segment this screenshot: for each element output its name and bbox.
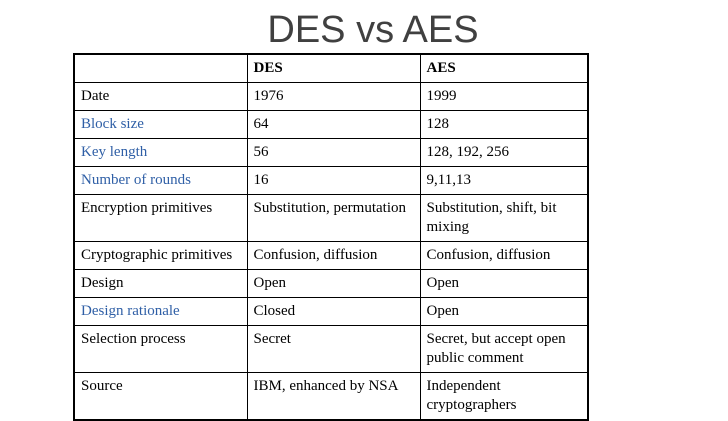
table-row: Selection process Secret Secret, but acc… xyxy=(73,325,589,373)
table-row: Design Open Open xyxy=(73,269,589,298)
table-row: Date 1976 1999 xyxy=(73,82,589,111)
aes-value: Open xyxy=(419,297,589,326)
aes-value: Secret, but accept open public comment xyxy=(419,325,589,373)
header-cell-aes: AES xyxy=(419,53,589,83)
comparison-table: DES AES Date 1976 1999 Block size 64 128… xyxy=(73,53,589,421)
row-label: Design rationale xyxy=(73,297,248,326)
des-value: 1976 xyxy=(246,82,421,111)
row-label: Design xyxy=(73,269,248,298)
table-row: Key length 56 128, 192, 256 xyxy=(73,138,589,167)
table-row: Number of rounds 16 9,11,13 xyxy=(73,166,589,195)
aes-value: 128, 192, 256 xyxy=(419,138,589,167)
des-value: Open xyxy=(246,269,421,298)
row-label: Number of rounds xyxy=(73,166,248,195)
aes-value: 9,11,13 xyxy=(419,166,589,195)
header-cell-des: DES xyxy=(246,53,421,83)
row-label: Date xyxy=(73,82,248,111)
table-row: Block size 64 128 xyxy=(73,110,589,139)
des-value: IBM, enhanced by NSA xyxy=(246,372,421,421)
des-value: Substitution, permutation xyxy=(246,194,421,242)
des-value: Confusion, diffusion xyxy=(246,241,421,270)
des-value: Secret xyxy=(246,325,421,373)
aes-value: Independent cryptographers xyxy=(419,372,589,421)
row-label: Encryption primitives xyxy=(73,194,248,242)
row-label: Key length xyxy=(73,138,248,167)
row-label: Cryptographic primitives xyxy=(73,241,248,270)
table-row: Design rationale Closed Open xyxy=(73,297,589,326)
slide-title: DES vs AES xyxy=(267,9,479,51)
table-row: Cryptographic primitives Confusion, diff… xyxy=(73,241,589,270)
aes-value: Open xyxy=(419,269,589,298)
aes-value: Substitution, shift, bit mixing xyxy=(419,194,589,242)
des-value: 16 xyxy=(246,166,421,195)
table-header-row: DES AES xyxy=(73,53,589,83)
row-label: Source xyxy=(73,372,248,421)
header-cell-empty xyxy=(73,53,248,83)
row-label: Block size xyxy=(73,110,248,139)
aes-value: 128 xyxy=(419,110,589,139)
row-label: Selection process xyxy=(73,325,248,373)
aes-value: 1999 xyxy=(419,82,589,111)
aes-value: Confusion, diffusion xyxy=(419,241,589,270)
des-value: Closed xyxy=(246,297,421,326)
table-row: Source IBM, enhanced by NSA Independent … xyxy=(73,372,589,421)
des-value: 64 xyxy=(246,110,421,139)
table-row: Encryption primitives Substitution, perm… xyxy=(73,194,589,242)
des-value: 56 xyxy=(246,138,421,167)
